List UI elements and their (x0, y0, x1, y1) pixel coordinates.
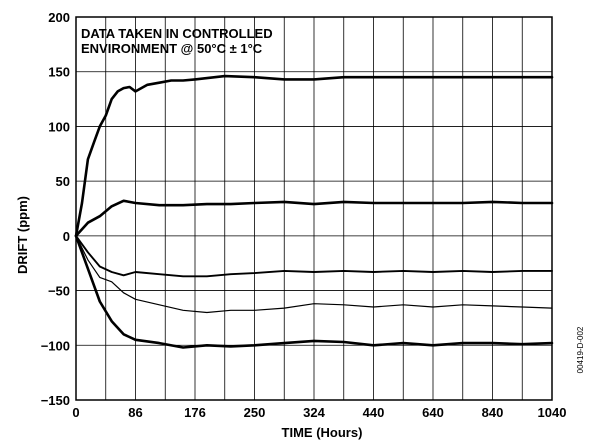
x-tick-labels: 0 86 176 250 324 440 640 840 1040 (72, 405, 566, 420)
x-tick-label: 324 (303, 405, 325, 420)
series-line-1 (74, 74, 554, 238)
annotation-line-2: ENVIRONMENT @ 50°C ± 1°C (81, 41, 263, 56)
x-tick-label: 440 (363, 405, 385, 420)
y-tick-labels: −150 −100 −50 0 50 100 150 200 (41, 10, 70, 408)
figure-id: 00419-D-002 (576, 326, 585, 373)
series-line-5 (74, 234, 554, 349)
y-tick-label: −150 (41, 393, 70, 408)
x-tick-label: 0 (72, 405, 79, 420)
x-tick-label: 176 (184, 405, 206, 420)
y-tick-label: 0 (63, 229, 70, 244)
annotation-line-1: DATA TAKEN IN CONTROLLED (81, 26, 273, 41)
series-line-4 (75, 235, 553, 314)
plot-frame (75, 16, 553, 401)
x-tick-label: 640 (422, 405, 444, 420)
x-tick-label: 250 (244, 405, 266, 420)
y-tick-label: 150 (48, 65, 70, 80)
grid-lines (76, 17, 552, 400)
x-axis-title: TIME (Hours) (282, 425, 363, 440)
y-tick-label: −100 (41, 338, 70, 353)
x-tick-label: 86 (128, 405, 142, 420)
series-line-2 (74, 199, 554, 238)
x-tick-label: 1040 (538, 405, 567, 420)
series-layer (74, 74, 554, 349)
series-line-3 (75, 234, 553, 278)
x-tick-label: 840 (482, 405, 504, 420)
y-axis-title: DRIFT (ppm) (15, 196, 30, 274)
y-tick-label: 200 (48, 10, 70, 25)
y-tick-label: −50 (48, 284, 70, 299)
y-tick-label: 100 (48, 119, 70, 134)
y-tick-label: 50 (56, 174, 70, 189)
